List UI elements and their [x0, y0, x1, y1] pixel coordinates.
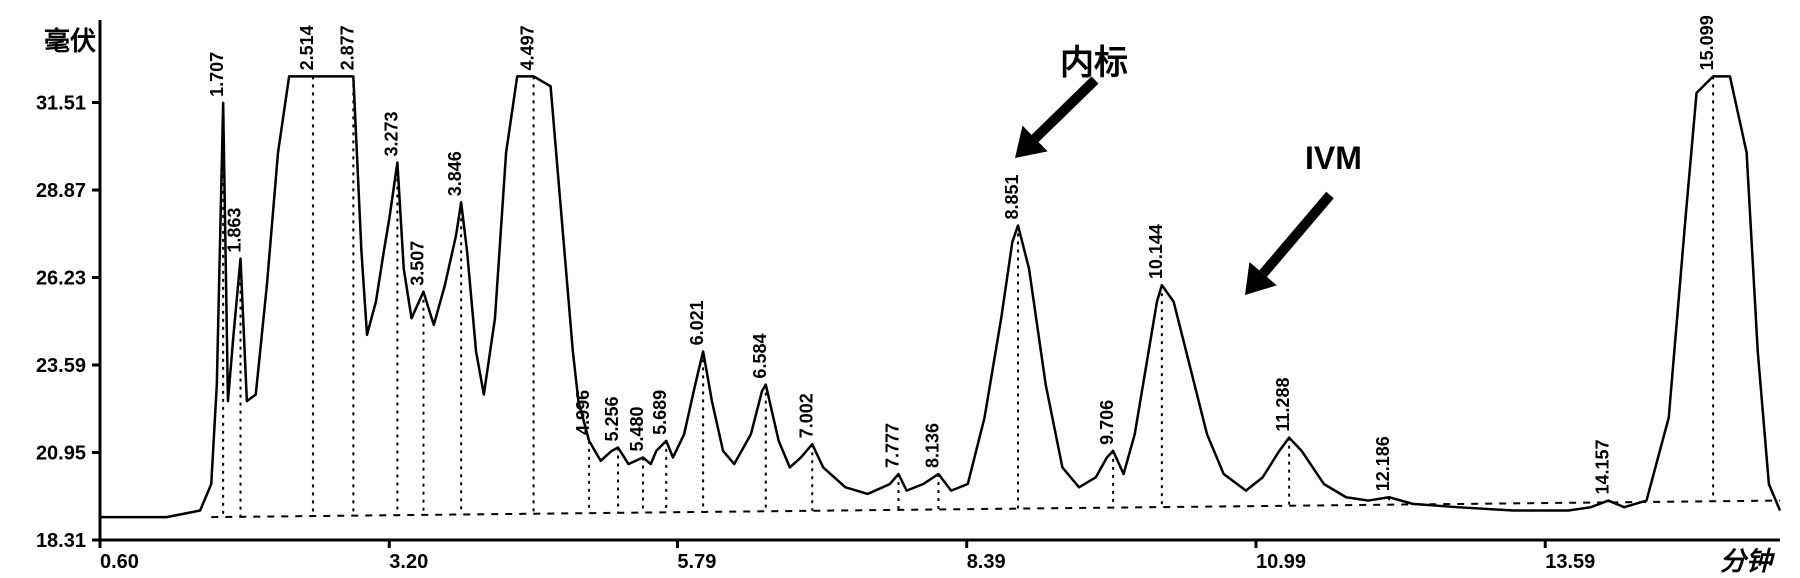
- peak-label: 3.846: [445, 151, 465, 196]
- svg-text:20.95: 20.95: [36, 443, 86, 465]
- peak-label: 1.863: [225, 208, 245, 253]
- peak-label: 8.851: [1002, 174, 1022, 219]
- svg-text:31.51: 31.51: [36, 93, 86, 115]
- svg-text:3.20: 3.20: [389, 551, 428, 573]
- svg-text:5.79: 5.79: [677, 551, 716, 573]
- peak-label: 5.480: [627, 406, 647, 451]
- peak-label: 10.144: [1146, 224, 1166, 279]
- chromatogram-chart: 18.31 20.95 23.59 26.23 28.87 31.51 毫伏 0.60 3.20…: [0, 0, 1800, 578]
- annotation-internal-std: 内标: [1060, 35, 1128, 84]
- peak-label: 7.777: [883, 423, 903, 468]
- svg-text:毫伏: 毫伏: [44, 26, 96, 56]
- peak-label: 8.136: [922, 423, 942, 468]
- peak-label: 14.157: [1592, 439, 1612, 494]
- annotation-ivm: IVM: [1305, 140, 1362, 177]
- peak-label: 6.584: [750, 334, 770, 379]
- svg-text:23.59: 23.59: [36, 355, 86, 377]
- peak-label: 12.186: [1373, 436, 1393, 491]
- peak-label: 11.288: [1273, 378, 1293, 432]
- peak-label: 2.877: [337, 25, 357, 70]
- peak-label: 7.002: [796, 393, 816, 438]
- peak-label: 9.706: [1097, 400, 1117, 445]
- peak-label: 2.514: [297, 25, 317, 70]
- peak-label: 5.256: [602, 396, 622, 441]
- svg-text:13.59: 13.59: [1545, 551, 1595, 573]
- peak-label: 15.099: [1697, 15, 1717, 70]
- peak-label: 1.707: [207, 52, 227, 97]
- peak-label: 6.021: [687, 300, 707, 345]
- svg-text:26.23: 26.23: [36, 268, 86, 290]
- svg-text:分钟: 分钟: [1720, 546, 1776, 576]
- svg-text:0.60: 0.60: [100, 551, 139, 573]
- peak-label: 3.273: [381, 111, 401, 156]
- peak-label: 4.497: [518, 25, 538, 70]
- svg-text:10.99: 10.99: [1256, 551, 1306, 573]
- peak-label: 4.996: [573, 390, 593, 435]
- peak-label: 5.689: [650, 390, 670, 435]
- svg-text:28.87: 28.87: [36, 180, 86, 202]
- peak-label: 3.507: [407, 241, 427, 286]
- svg-text:18.31: 18.31: [36, 530, 86, 552]
- svg-text:8.39: 8.39: [967, 551, 1006, 573]
